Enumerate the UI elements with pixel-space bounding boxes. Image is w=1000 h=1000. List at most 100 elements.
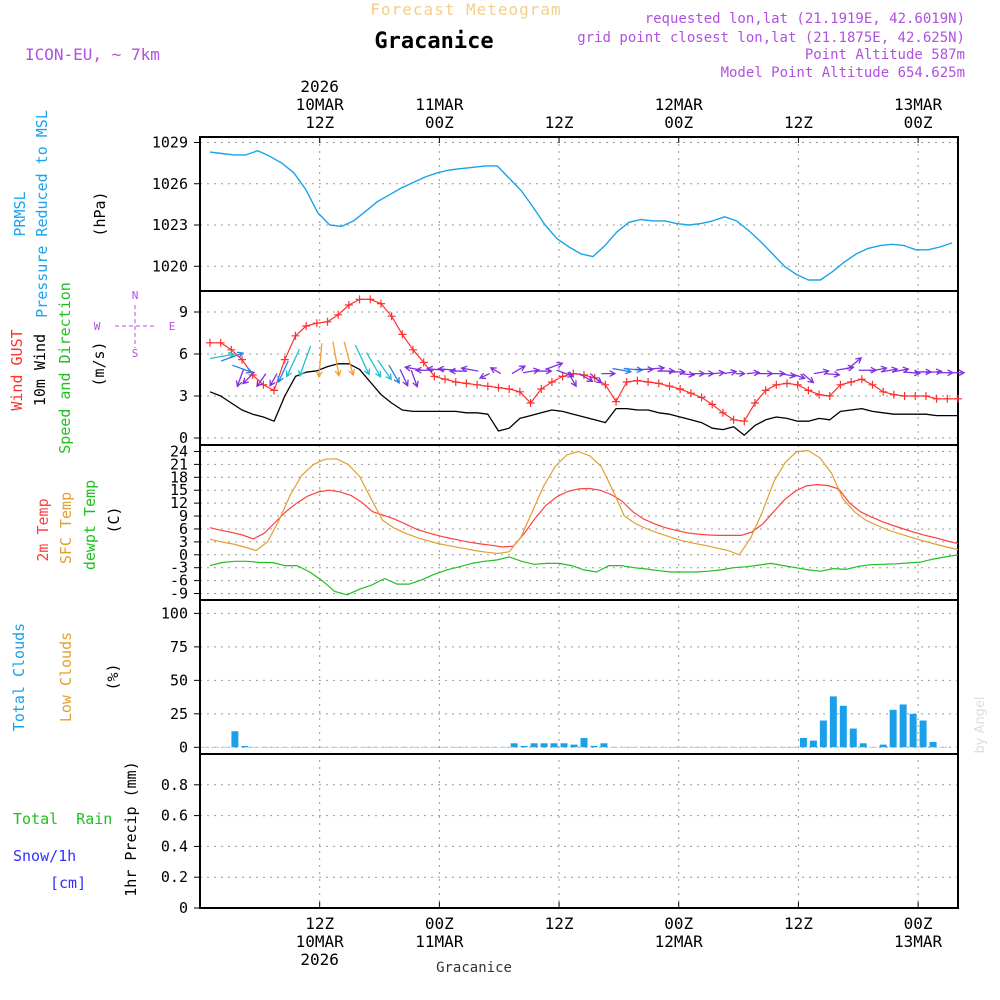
gust-marker [601,380,610,389]
temperature-ytick-label: 9 [179,507,188,525]
wind-direction-arrow [702,370,715,378]
label-wind-gust: Wind GUST [8,329,26,410]
wind-direction-arrow [489,367,502,375]
time-label-top: 00Z [425,113,454,132]
wind-direction-arrow [354,344,371,376]
temperature-ytick-label: 3 [179,533,188,551]
clouds-ytick-label: 75 [170,638,188,656]
cloud-bar [560,743,568,748]
gust-marker [366,295,375,304]
gust-marker [227,345,236,354]
pressure-ytick-label: 1029 [152,134,188,152]
gust-marker [665,382,674,391]
wind-direction-arrow [903,369,922,377]
cloud-bar [241,745,249,748]
gust-marker [847,378,856,386]
gust-marker [526,399,535,407]
wind-direction-arrow [242,371,256,385]
gust-marker [398,330,407,339]
wind-direction-arrow [377,359,392,381]
wind-direction-arrow [410,370,419,388]
wind-direction-arrow [285,348,301,378]
gust-marker [441,375,450,384]
clouds-ytick-label: 0 [179,738,188,756]
compass-south: S [132,347,139,360]
temperature-ytick-label: 0 [179,546,188,564]
gust-marker [718,408,727,417]
temperature-ytick-label: -3 [170,559,188,577]
time-label-top: 00Z [904,113,933,132]
wind-direction-arrow [713,369,726,377]
label-dewpt-temp: dewpt Temp [81,480,99,570]
credit-watermark: by Angel [973,696,988,753]
gust-marker [622,378,631,386]
wind-direction-arrow [846,356,863,370]
compass-east: E [169,320,176,333]
wind-direction-arrow [679,370,696,378]
wind-ytick-label: 9 [179,303,188,321]
gust-marker [312,319,321,328]
gust-marker [205,338,214,347]
cloud-bar [580,737,588,748]
gust-marker [761,386,770,395]
label-hpa: (hPa) [91,191,109,236]
gust-marker [686,389,695,398]
wind-direction-arrow [567,371,577,388]
gust-marker [825,392,834,400]
gust-marker [409,345,418,354]
cloud-bar [799,737,807,748]
gust-marker [451,378,460,386]
gust-marker [740,417,749,426]
gust-marker [836,380,845,389]
label-snow-cm: [cm] [50,874,86,892]
wind-direction-arrow [802,373,815,384]
gust-marker [676,385,685,393]
gust-marker [708,400,717,409]
dewpt-line [209,554,959,596]
precipitation-ytick-label: 0.8 [161,776,188,794]
pressure-ytick-label: 1026 [152,175,188,193]
cloud-bar [839,705,847,748]
time-label-top: 00Z [664,113,693,132]
cloud-bar [809,740,817,748]
gust-marker [238,355,247,364]
time-label-bottom: 00Z [904,914,933,933]
time-label-top: 11MAR [415,95,464,114]
time-label-top: 12Z [784,113,813,132]
gust-marker [654,379,663,388]
time-label-bottom: 11MAR [415,932,464,951]
panel-frames [199,136,959,909]
gust-marker [270,386,279,395]
cloud-bar [879,744,887,748]
clouds-ytick-label: 25 [170,705,188,723]
temperature-ytick-label: 15 [170,481,188,499]
time-label-bottom: 12Z [305,914,334,933]
gust-marker [633,376,642,385]
meteogram-title: Forecast Meteogram [370,0,561,19]
cloud-bar [899,704,907,748]
wind-direction-arrow [277,360,289,384]
gust-marker [750,399,759,407]
gust-marker [302,322,311,330]
gust-marker [355,295,364,304]
wind-direction-arrow [511,365,527,375]
wind-direction-arrow [601,370,617,378]
gust-marker [344,301,353,309]
gust-marker [462,379,471,388]
wind-direction-arrow [824,370,841,378]
precipitation-ytick-label: 0 [179,899,188,917]
wind-ytick-label: 0 [179,429,188,447]
time-label-top: 12MAR [655,95,704,114]
label-prmsl: PRMSL [11,191,29,236]
gust-marker [943,394,952,403]
wind-direction-arrow [256,373,267,388]
gust-marker [419,358,428,367]
wind-direction-arrow [460,365,479,373]
gust-marker [216,338,225,347]
wind-direction-arrow [478,372,490,380]
wind-direction-arrow [925,368,943,376]
gust-marker [868,380,877,389]
label-speed-direction: Speed and Direction [56,282,74,454]
cloud-bar [859,743,867,748]
